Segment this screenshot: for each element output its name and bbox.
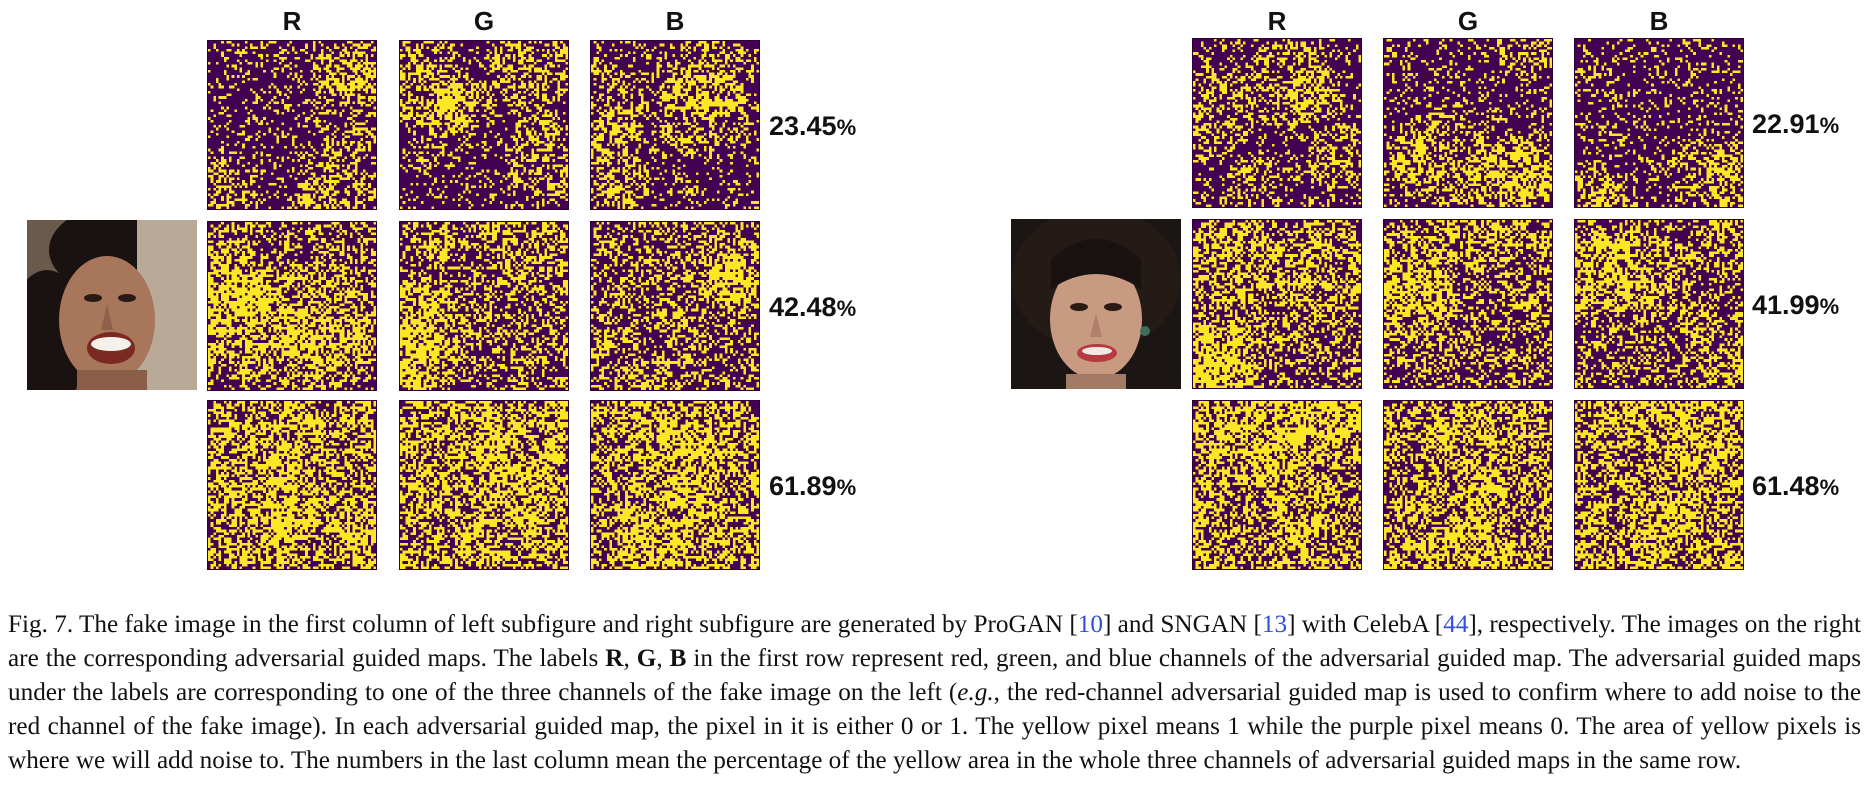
channel-label-b: B <box>665 6 685 36</box>
adversarial-map-b-row1 <box>1574 38 1744 208</box>
adversarial-map-g-row1 <box>1383 38 1553 208</box>
fake-face-image-sngan <box>1011 219 1181 389</box>
caption-label-r: R <box>605 645 624 672</box>
yellow-pixels <box>1384 220 1552 388</box>
fake-face-image-progan <box>27 220 197 390</box>
caption-text: in the first row represent red, green, a… <box>8 645 1862 706</box>
caption-label-b: B <box>669 645 687 672</box>
yellow-pixels <box>1384 401 1552 569</box>
adversarial-map-b-row3 <box>1574 400 1744 570</box>
adversarial-map-g-row2 <box>399 221 569 391</box>
adversarial-map-b-row1 <box>590 40 760 210</box>
adversarial-map-r-row3 <box>1192 400 1362 570</box>
yellow-pixels <box>1384 39 1552 207</box>
yellow-percent-row1: 23.45% <box>769 111 857 141</box>
citation-link-13[interactable]: 13 <box>1261 611 1288 638</box>
caption-text: ] and SNGAN [ <box>1102 611 1262 638</box>
adversarial-map-b-row2 <box>590 221 760 391</box>
yellow-pixels <box>1575 39 1743 207</box>
channel-label-r: R <box>1267 6 1287 36</box>
citation-link-44[interactable]: 44 <box>1443 611 1469 638</box>
yellow-pixels <box>591 401 759 569</box>
caption-sep: , <box>656 645 670 672</box>
yellow-percent-row1: 22.91% <box>1752 109 1840 139</box>
caption-sep: , <box>623 645 637 672</box>
yellow-pixels <box>591 222 759 390</box>
caption-text: Fig. 7. The fake image in the first colu… <box>8 611 1078 638</box>
adversarial-map-g-row1 <box>399 40 569 210</box>
yellow-pixels <box>400 401 568 569</box>
yellow-pixels <box>400 222 568 390</box>
yellow-pixels <box>208 222 376 390</box>
yellow-pixels <box>1193 220 1361 388</box>
yellow-pixels <box>1575 401 1743 569</box>
yellow-pixels <box>208 41 376 209</box>
channel-label-g: G <box>473 6 495 36</box>
yellow-pixels <box>1193 401 1361 569</box>
adversarial-map-b-row2 <box>1574 219 1744 389</box>
adversarial-map-r-row1 <box>1192 38 1362 208</box>
caption-text: ] with CelebA [ <box>1287 611 1444 638</box>
adversarial-map-g-row3 <box>1383 400 1553 570</box>
yellow-percent-row3: 61.48% <box>1752 471 1840 501</box>
yellow-pixels <box>1575 220 1743 388</box>
yellow-pixels <box>400 41 568 209</box>
yellow-pixels <box>208 401 376 569</box>
adversarial-map-g-row2 <box>1383 219 1553 389</box>
adversarial-map-r-row1 <box>207 40 377 210</box>
adversarial-map-b-row3 <box>590 400 760 570</box>
channel-label-r: R <box>282 6 302 36</box>
channel-label-g: G <box>1457 6 1479 36</box>
adversarial-map-g-row3 <box>399 400 569 570</box>
caption-text: ], respectively. The images on the right… <box>8 611 1861 672</box>
caption-eg: e.g. <box>957 679 994 706</box>
yellow-percent-row3: 61.89% <box>769 471 857 501</box>
adversarial-map-r-row3 <box>207 400 377 570</box>
yellow-pixels <box>1193 39 1361 207</box>
yellow-percent-row2: 42.48% <box>769 292 857 322</box>
caption-text: , the red-channel adversarial guided map… <box>8 679 1862 774</box>
caption-label-g: G <box>636 645 657 672</box>
yellow-percent-row2: 41.99% <box>1752 290 1840 320</box>
citation-link-10[interactable]: 10 <box>1077 611 1103 638</box>
channel-label-b: B <box>1649 6 1669 36</box>
yellow-pixels <box>591 41 759 209</box>
adversarial-map-r-row2 <box>207 221 377 391</box>
adversarial-map-r-row2 <box>1192 219 1362 389</box>
figure-caption: Fig. 7. The fake image in the first colu… <box>8 608 1861 778</box>
